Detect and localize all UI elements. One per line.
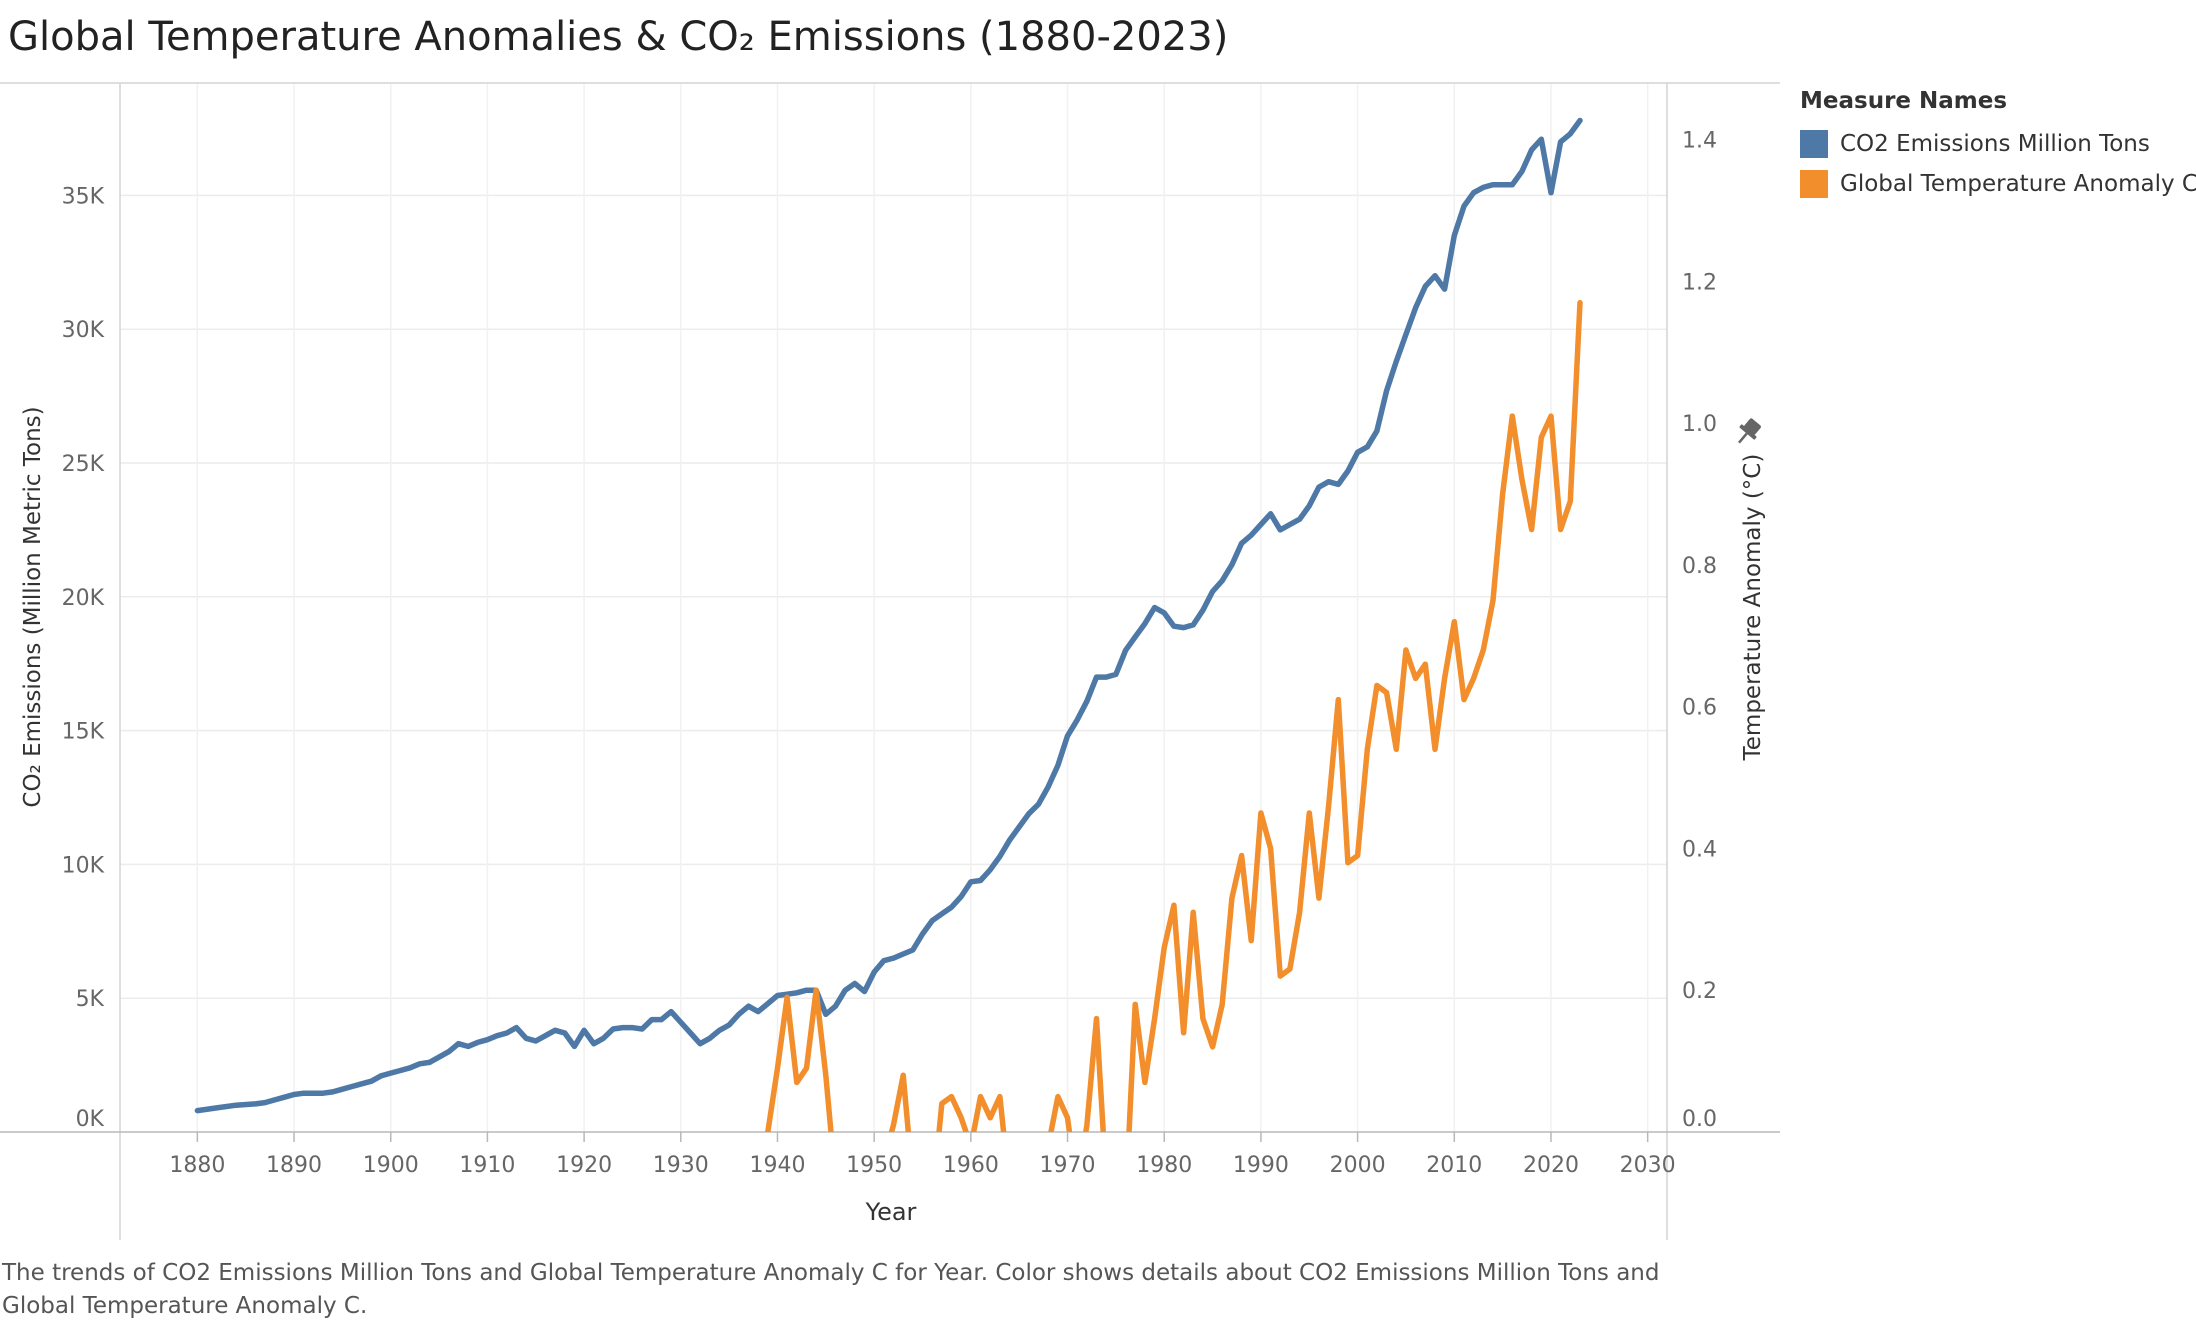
left-y-axis-title: CO₂ Emissions (Million Metric Tons) bbox=[20, 406, 46, 807]
chart-title: Global Temperature Anomalies & CO₂ Emiss… bbox=[8, 14, 1229, 60]
legend-label-co2: CO2 Emissions Million Tons bbox=[1840, 131, 2150, 157]
x-axis-title: Year bbox=[865, 1198, 917, 1226]
legend-swatch-temperature bbox=[1800, 170, 1828, 198]
x-tick-label: 1900 bbox=[363, 1153, 419, 1178]
right-y-tick-label: 0.6 bbox=[1682, 696, 1717, 721]
right-y-tick-label: 1.4 bbox=[1682, 129, 1717, 154]
left-y-tick-label: 25K bbox=[62, 452, 105, 477]
left-y-tick-label: 5K bbox=[76, 987, 105, 1012]
right-y-tick-label: 0.4 bbox=[1682, 837, 1717, 862]
left-y-tick-label: 30K bbox=[62, 318, 105, 343]
left-y-tick-label: 0K bbox=[76, 1107, 105, 1132]
x-tick-label: 2030 bbox=[1620, 1153, 1676, 1178]
x-tick-label: 2010 bbox=[1426, 1153, 1482, 1178]
legend-label-temperature: Global Temperature Anomaly C bbox=[1840, 171, 2196, 197]
x-tick-label: 1940 bbox=[749, 1153, 805, 1178]
right-y-axis-title: Temperature Anomaly (°C) bbox=[1740, 454, 1766, 762]
x-tick-label: 1990 bbox=[1233, 1153, 1289, 1178]
x-tick-label: 1930 bbox=[653, 1153, 709, 1178]
chart-caption: The trends of CO2 Emissions Million Tons… bbox=[2, 1260, 1660, 1319]
temperature-anomaly-line[interactable] bbox=[758, 299, 1583, 1203]
dual-axis-line-chart: 1880 1890 1900 1910 1920 1930 1940 1950 1960 1970… bbox=[0, 82, 1780, 1240]
x-tick-label: 2000 bbox=[1330, 1153, 1386, 1178]
x-tick-label: 1960 bbox=[943, 1153, 999, 1178]
legend-swatch-co2 bbox=[1800, 130, 1828, 158]
right-y-tick-label: 0.2 bbox=[1682, 979, 1717, 1004]
right-y-tick-label: 0.0 bbox=[1682, 1107, 1717, 1132]
x-tick-label: 1920 bbox=[556, 1153, 612, 1178]
left-y-tick-label: 20K bbox=[62, 586, 105, 611]
right-y-axis-ticks: 0.0 0.2 0.4 0.6 0.8 1.0 1.2 1.4 bbox=[1682, 129, 1717, 1132]
right-y-tick-label: 1.0 bbox=[1682, 412, 1717, 437]
legend: Measure Names CO2 Emissions Million Tons… bbox=[1800, 88, 2196, 204]
x-tick-label: 1890 bbox=[266, 1153, 322, 1178]
left-y-tick-label: 15K bbox=[62, 720, 105, 745]
x-tick-label: 1880 bbox=[169, 1153, 225, 1178]
left-y-tick-label: 35K bbox=[62, 184, 105, 209]
x-tick-label: 1950 bbox=[846, 1153, 902, 1178]
legend-item-temperature[interactable]: Global Temperature Anomaly C bbox=[1800, 164, 2196, 204]
x-tick-label: 1970 bbox=[1040, 1153, 1096, 1178]
gridlines bbox=[120, 83, 1667, 1132]
series-lines bbox=[194, 117, 1583, 1203]
x-tick-label: 2020 bbox=[1523, 1153, 1579, 1178]
co2-emissions-line[interactable] bbox=[194, 117, 1583, 1114]
x-tick-label: 1980 bbox=[1136, 1153, 1192, 1178]
left-y-tick-label: 10K bbox=[62, 853, 105, 878]
right-y-tick-label: 0.8 bbox=[1682, 554, 1717, 579]
chart-frame bbox=[0, 82, 1780, 1240]
x-tick-label: 1910 bbox=[459, 1153, 515, 1178]
right-y-tick-label: 1.2 bbox=[1682, 270, 1717, 295]
pin-icon[interactable] bbox=[1731, 416, 1764, 450]
legend-item-co2[interactable]: CO2 Emissions Million Tons bbox=[1800, 124, 2196, 164]
x-axis-ticks: 1880 1890 1900 1910 1920 1930 1940 1950 1960 1970… bbox=[169, 1132, 1676, 1178]
legend-title: Measure Names bbox=[1800, 88, 2008, 114]
left-y-axis-ticks: 0K 5K 10K 15K 20K 25K 30K 35K bbox=[62, 184, 105, 1132]
